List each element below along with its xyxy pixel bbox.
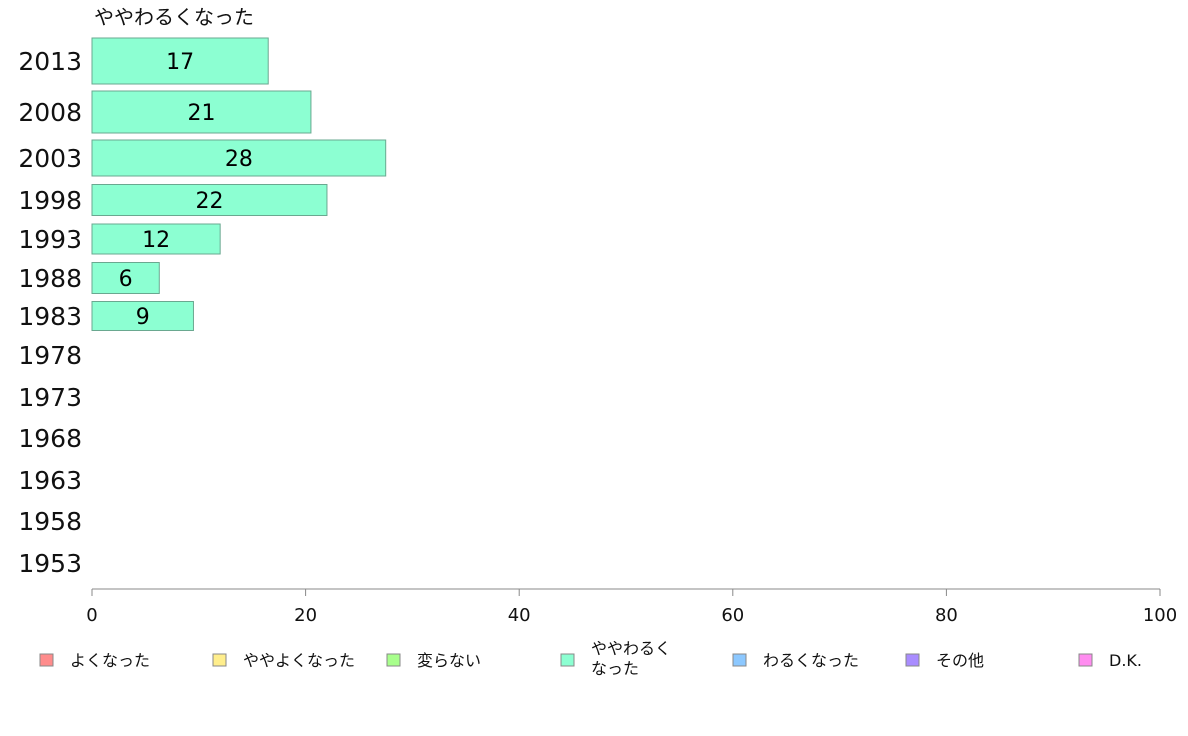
category-label-2003: 2003 (18, 144, 82, 173)
category-label-1998: 1998 (18, 186, 82, 215)
bar-1998 (91, 184, 328, 216)
bar-label-2008: 21 (187, 101, 215, 126)
x-tick-label-100: 100 (1143, 605, 1177, 626)
legend-label-1: ややよくなった (243, 651, 355, 670)
legend-label-2: 変らない (417, 651, 481, 670)
legend-label-6: D.K. (1109, 651, 1142, 670)
bar-2003 (91, 139, 387, 177)
bar-label-1983: 9 (136, 305, 150, 330)
bar-1983 (91, 301, 194, 331)
category-label-1993: 1993 (18, 225, 82, 254)
legend-swatch-0 (39, 653, 54, 667)
legend-swatch-5 (905, 653, 920, 667)
category-label-1968: 1968 (18, 424, 82, 453)
legend-swatch-3 (560, 653, 575, 667)
category-label-1978: 1978 (18, 341, 82, 370)
category-label-2008: 2008 (18, 98, 82, 127)
x-axis: 0 20 40 60 80 100 (86, 588, 1177, 626)
bar-1993 (91, 223, 221, 255)
bar-label-2013: 17 (166, 50, 194, 75)
bar-label-1993: 12 (142, 228, 170, 253)
legend-label-0: よくなった (70, 651, 150, 670)
bar-2013 (91, 37, 269, 85)
legend-label-3: ややわるくなった (591, 639, 671, 678)
legend: よくなった ややよくなった 変らない ややわるくなった わるくなった その他 D.K. (39, 639, 1142, 678)
category-label-1953: 1953 (18, 549, 82, 578)
bar-label-1998: 22 (195, 189, 223, 214)
category-label-1963: 1963 (18, 466, 82, 495)
bar-label-1988: 6 (119, 267, 133, 292)
x-tick-label-80: 80 (935, 605, 958, 626)
legend-swatch-6 (1078, 653, 1093, 667)
category-label-1983: 1983 (18, 302, 82, 331)
category-label-1988: 1988 (18, 264, 82, 293)
category-label-1958: 1958 (18, 507, 82, 536)
x-tick-label-20: 20 (294, 605, 317, 626)
bar-1988 (91, 262, 160, 294)
legend-swatch-4 (732, 653, 747, 667)
chart-title: ややわるくなった (94, 5, 254, 29)
category-labels: 2013 2008 2003 1998 1993 1988 1983 1978 1973 1968… (18, 47, 82, 578)
x-tick-label-40: 40 (508, 605, 531, 626)
legend-label-5: その他 (936, 651, 984, 670)
category-label-1973: 1973 (18, 383, 82, 412)
category-label-2013: 2013 (18, 47, 82, 76)
x-tick-label-0: 0 (86, 605, 97, 626)
legend-label-4: わるくなった (763, 651, 859, 670)
legend-swatch-1 (212, 653, 227, 667)
legend-swatch-2 (386, 653, 401, 667)
bar-2008 (91, 90, 312, 134)
bar-label-2003: 28 (225, 147, 253, 172)
x-tick-label-60: 60 (721, 605, 744, 626)
